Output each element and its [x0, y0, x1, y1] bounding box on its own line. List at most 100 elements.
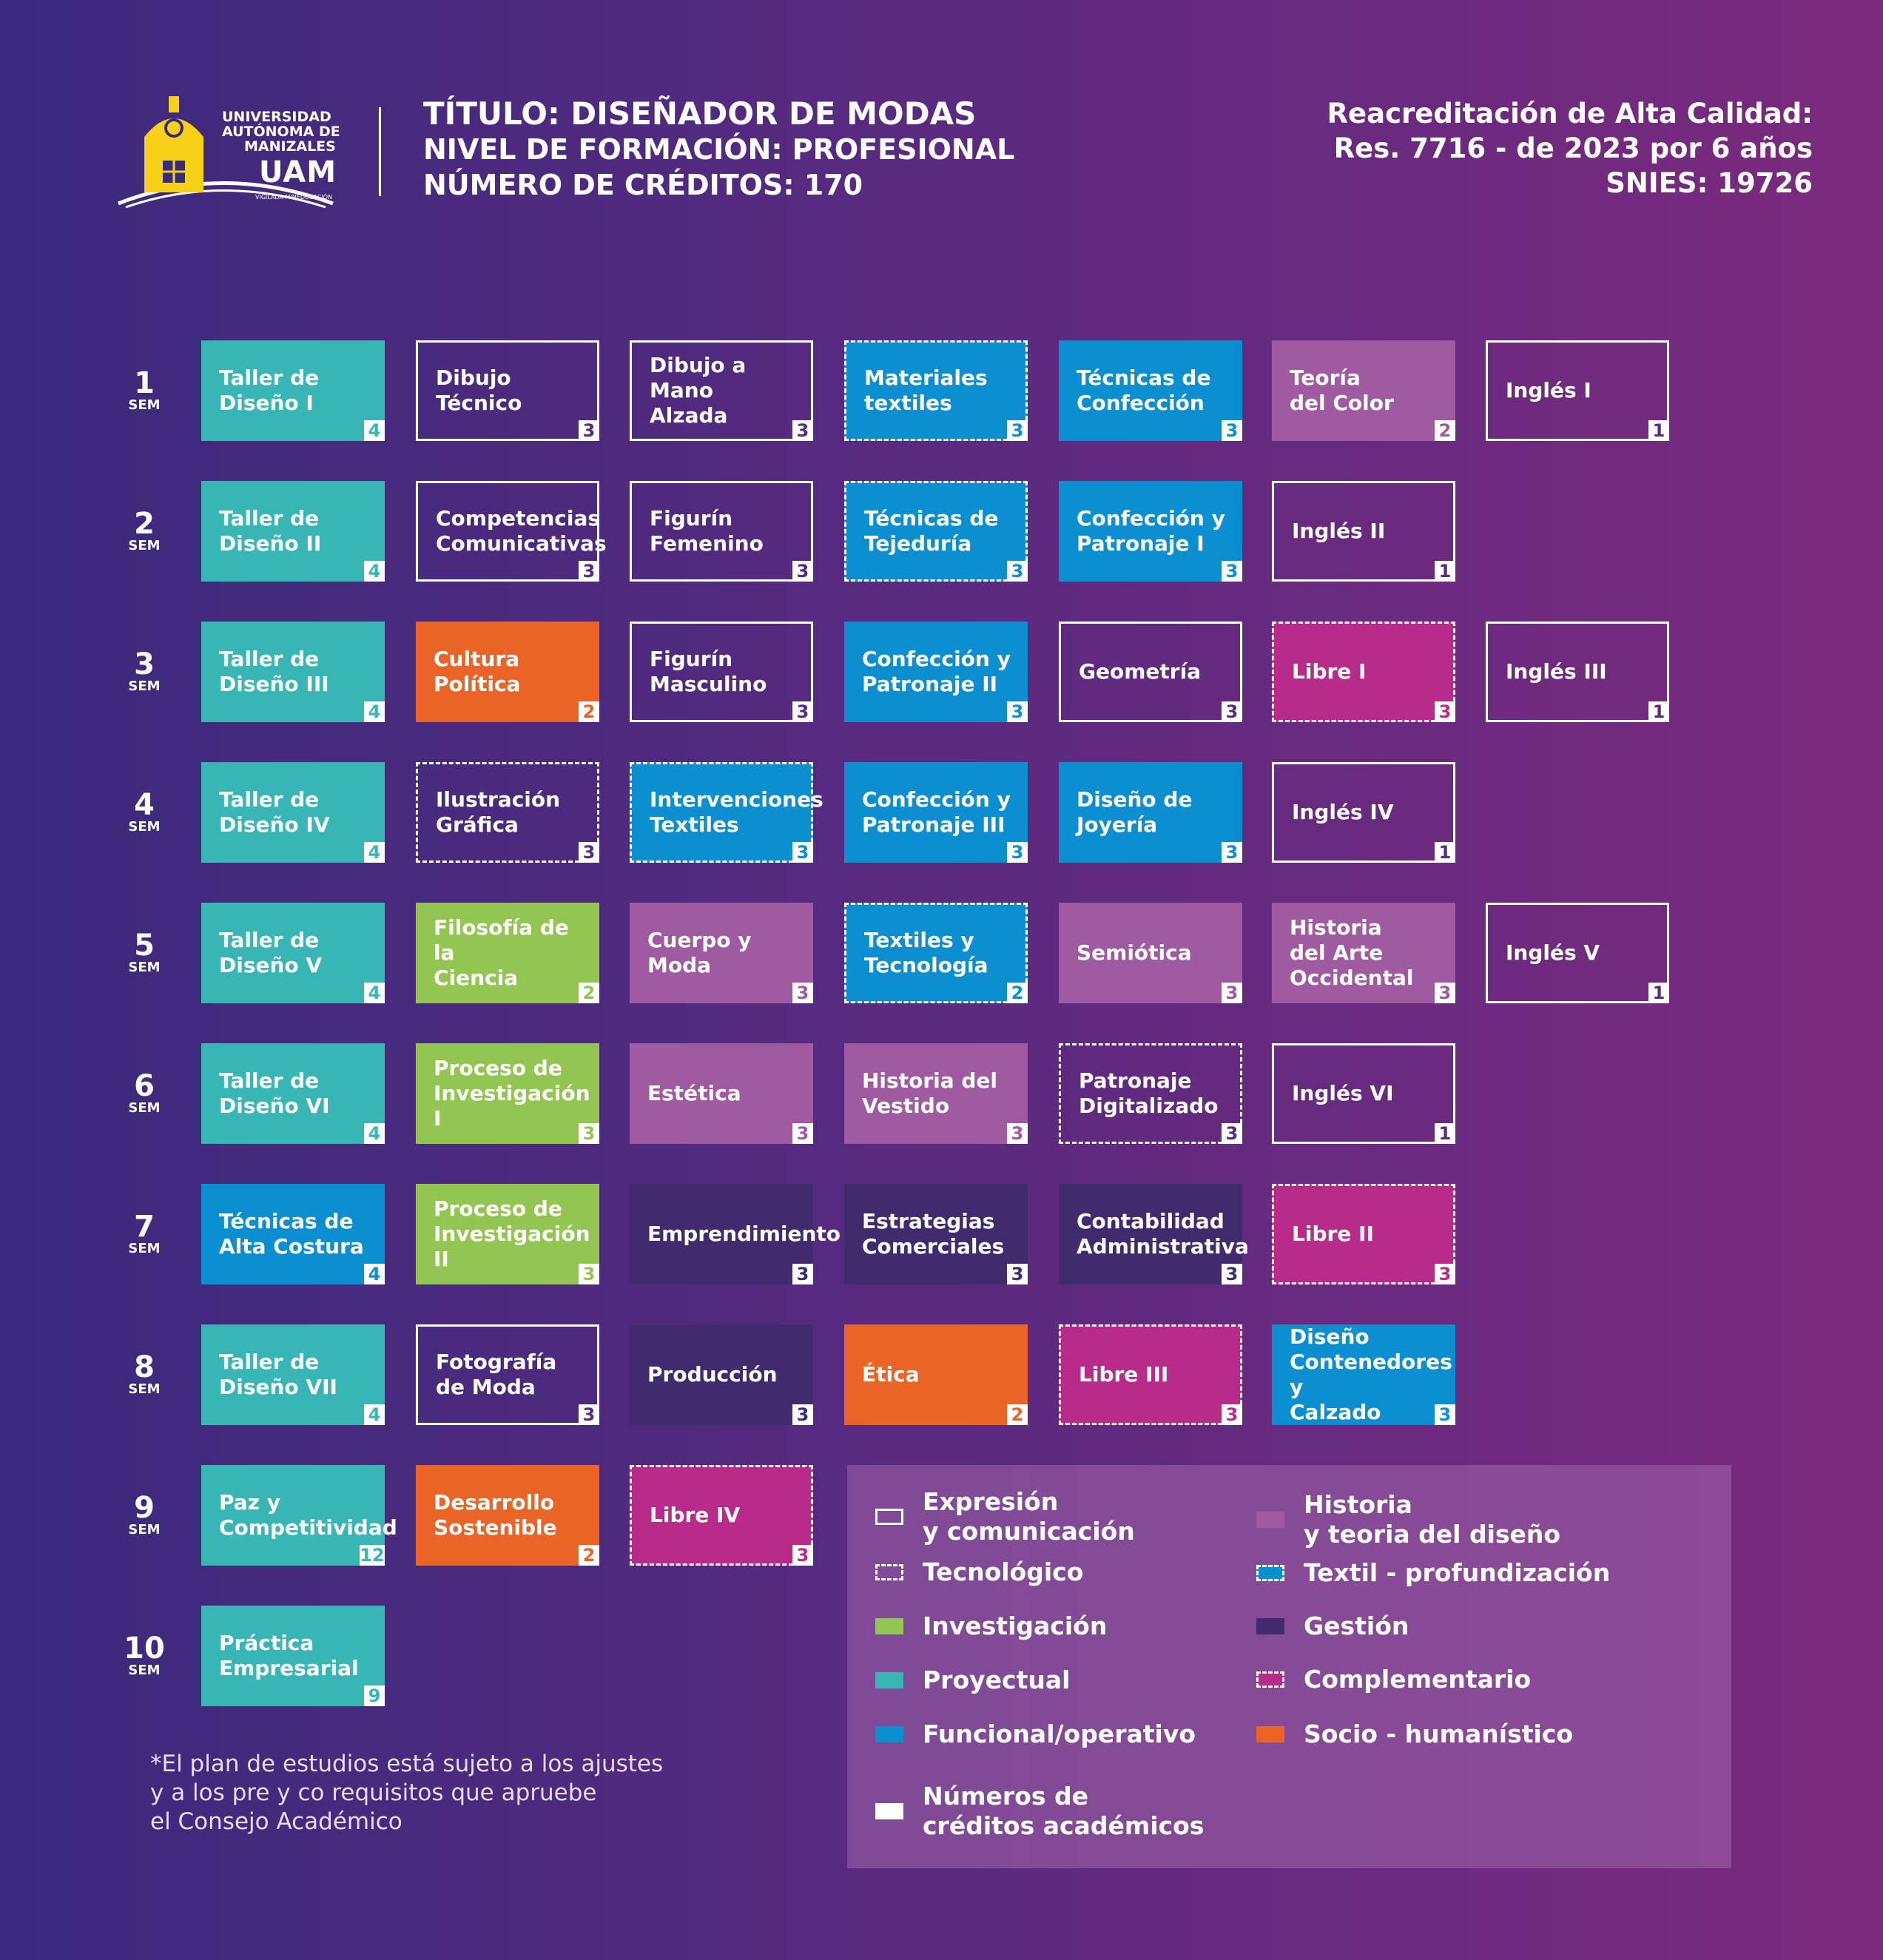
course-name: Figurín Femenino [650, 506, 764, 556]
course-credits-badge: 4 [364, 701, 385, 722]
course-box: Técnicas de Tejeduría 3 [844, 481, 1028, 582]
logo-brand: UAM [259, 155, 337, 189]
semester-abbr: SEM [128, 1100, 161, 1116]
course-credits-badge: 1 [1648, 701, 1669, 722]
course-box: Producción 3 [630, 1324, 813, 1425]
course-name: Cuerpo y Moda [647, 928, 752, 977]
course-name: Inglés IV [1292, 800, 1394, 824]
course-name: Materiales textiles [864, 366, 988, 415]
legend-item-textil: Textil - profundización [1256, 1558, 1610, 1588]
course-name: Ilustración Gráfica [436, 787, 561, 837]
legend-label: Complementario [1304, 1665, 1532, 1694]
course-name: Teoría del Color [1290, 366, 1394, 415]
legend-label: Investigación [923, 1612, 1108, 1640]
course-name: Confección y Patronaje I [1077, 506, 1225, 556]
program-header: TÍTULO: DISEÑADOR DE MODAS NIVEL DE FORM… [423, 96, 1014, 203]
course-box: Ética 2 [844, 1324, 1028, 1425]
course-name: Inglés VI [1292, 1081, 1394, 1105]
semester-label: 8 SEM [122, 1353, 166, 1397]
course-credits-badge: 4 [364, 1404, 385, 1425]
course-name: Producción [647, 1362, 778, 1387]
course-name: Fotografía de Moda [436, 1350, 557, 1399]
course-box: Dibujo a Mano Alzada 3 [630, 340, 813, 441]
course-credits-badge: 4 [364, 420, 385, 441]
course-name: Taller de Diseño VII [219, 1350, 337, 1399]
course-name: Diseño Contenedores y Calzado [1290, 1324, 1452, 1424]
legend-label: Socio - humanístico [1304, 1720, 1574, 1748]
course-name: Historia del Arte Occidental [1290, 915, 1414, 990]
semester-abbr: SEM [128, 1522, 161, 1538]
course-box: Historia del Arte Occidental 3 [1272, 903, 1455, 1003]
course-box: Diseño de Joyería 3 [1059, 762, 1242, 863]
semester-number: 7 [134, 1210, 155, 1244]
header-divider [379, 107, 381, 196]
semester-number: 10 [124, 1631, 165, 1666]
green-swatch-icon [875, 1618, 903, 1634]
course-credits-badge: 3 [792, 1123, 813, 1144]
course-credits-badge: 3 [1222, 1123, 1242, 1144]
course-box: Práctica Empresarial 9 [201, 1606, 385, 1706]
semester-number: 5 [134, 929, 155, 963]
course-credits-badge: 3 [1007, 1123, 1028, 1144]
course-box: Técnicas de Alta Costura 4 [201, 1184, 385, 1284]
course-box: Inglés VI 1 [1272, 1043, 1455, 1144]
course-name: Taller de Diseño III [219, 647, 329, 696]
legend-label: Funcional/operativo [923, 1720, 1196, 1748]
semester-label: 3 SEM [122, 650, 166, 694]
semester-number: 4 [134, 788, 155, 822]
course-name: Geometría [1079, 659, 1202, 684]
course-credits-badge: 4 [364, 842, 385, 863]
course-box: Historia del Vestido 3 [844, 1043, 1028, 1144]
course-box: Emprendimiento 3 [630, 1184, 841, 1284]
semester-abbr: SEM [128, 538, 161, 553]
course-name: Patronaje Digitalizado [1079, 1068, 1219, 1118]
course-name: Textiles y Tecnología [864, 928, 988, 977]
course-box: Patronaje Digitalizado 3 [1059, 1043, 1242, 1144]
semester-number: 1 [134, 366, 155, 400]
semester-label: 9 SEM [122, 1493, 166, 1538]
course-box: Cultura Política 2 [416, 622, 599, 722]
semester-abbr: SEM [128, 1663, 161, 1678]
magenta-dashed-swatch-icon [1256, 1671, 1284, 1688]
course-name: Práctica Empresarial [219, 1631, 359, 1680]
semester-abbr: SEM [128, 819, 161, 835]
course-credits-badge: 2 [1007, 1404, 1028, 1425]
course-box: Teoría del Color 2 [1272, 340, 1455, 441]
course-box: Dibujo Técnico 3 [416, 340, 599, 441]
legend-label: Gestión [1304, 1612, 1409, 1640]
course-credits-badge: 2 [579, 983, 599, 1003]
course-box: Taller de Diseño I 4 [201, 340, 385, 441]
course-credits-badge: 9 [364, 1685, 385, 1706]
legend-label: Historia y teoria del diseño [1304, 1490, 1561, 1549]
program-credits: NÚMERO DE CRÉDITOS: 170 [423, 169, 863, 201]
course-box: Geometría 3 [1059, 622, 1242, 722]
course-credits-badge: 1 [1435, 1123, 1455, 1144]
course-credits-badge: 2 [579, 1545, 599, 1566]
outline-swatch-icon [875, 1509, 903, 1525]
accreditation-resolution: Res. 7716 - de 2023 por 6 años [1333, 132, 1813, 164]
course-box: Libre I 3 [1272, 622, 1455, 722]
semester-label: 10 SEM [122, 1634, 166, 1678]
course-box: Confección y Patronaje III 3 [844, 762, 1028, 863]
course-name: Paz y Competitividad [219, 1490, 397, 1540]
course-name: Inglés II [1292, 519, 1386, 543]
legend-item-investigacion: Investigación [875, 1612, 1107, 1641]
course-name: Dibujo a Mano Alzada [650, 353, 747, 428]
course-credits-badge: 1 [1648, 983, 1669, 1003]
course-credits-badge: 3 [1222, 1404, 1242, 1425]
course-box: Proceso de Investigación II 3 [416, 1184, 599, 1284]
course-name: Confección y Patronaje II [862, 647, 1011, 696]
footnote: *El plan de estudios está sujeto a los a… [150, 1751, 664, 1835]
legend-label: Números de créditos académicos [923, 1782, 1205, 1840]
course-credits-badge: 4 [364, 1264, 385, 1284]
course-credits-badge: 3 [792, 1545, 813, 1566]
course-credits-badge: 12 [360, 1545, 385, 1566]
course-box: Taller de Diseño III 4 [201, 622, 385, 722]
course-credits-badge: 1 [1435, 842, 1455, 863]
semester-abbr: SEM [128, 1381, 161, 1397]
dark-purple-swatch-icon [1256, 1618, 1284, 1634]
white-swatch-icon [875, 1803, 903, 1819]
semester-abbr: SEM [128, 960, 161, 975]
course-name: Emprendimiento [647, 1222, 841, 1246]
course-box: Cuerpo y Moda 3 [630, 903, 813, 1003]
